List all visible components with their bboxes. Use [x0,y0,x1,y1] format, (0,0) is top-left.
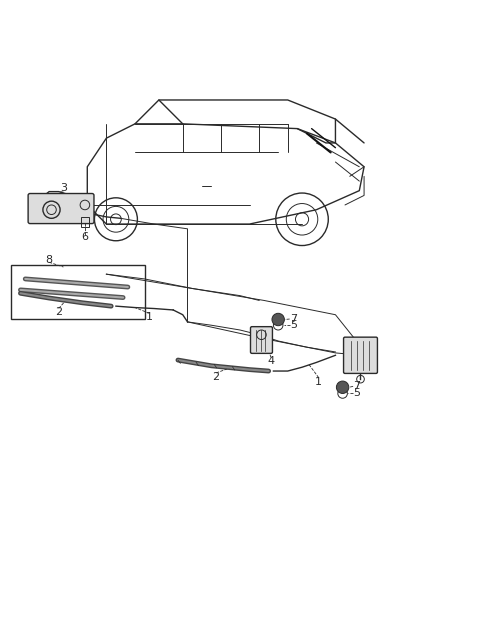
Circle shape [336,381,349,394]
Text: 2: 2 [213,372,220,381]
Text: 5: 5 [353,389,360,399]
Bar [81,217,89,227]
FancyBboxPatch shape [251,327,273,353]
Text: 1: 1 [315,376,322,387]
Text: 4: 4 [267,357,275,367]
FancyBboxPatch shape [28,194,94,224]
Text: 7: 7 [353,381,360,391]
FancyBboxPatch shape [344,337,377,373]
Text: 6: 6 [82,233,88,242]
Text: 5: 5 [290,320,297,330]
Text: 7: 7 [290,314,297,324]
Text: 2: 2 [55,307,62,318]
Text: 8: 8 [46,255,53,265]
Text: 1: 1 [146,312,153,322]
Text: 3: 3 [60,183,67,193]
Circle shape [272,313,284,326]
Bar [11,265,144,320]
